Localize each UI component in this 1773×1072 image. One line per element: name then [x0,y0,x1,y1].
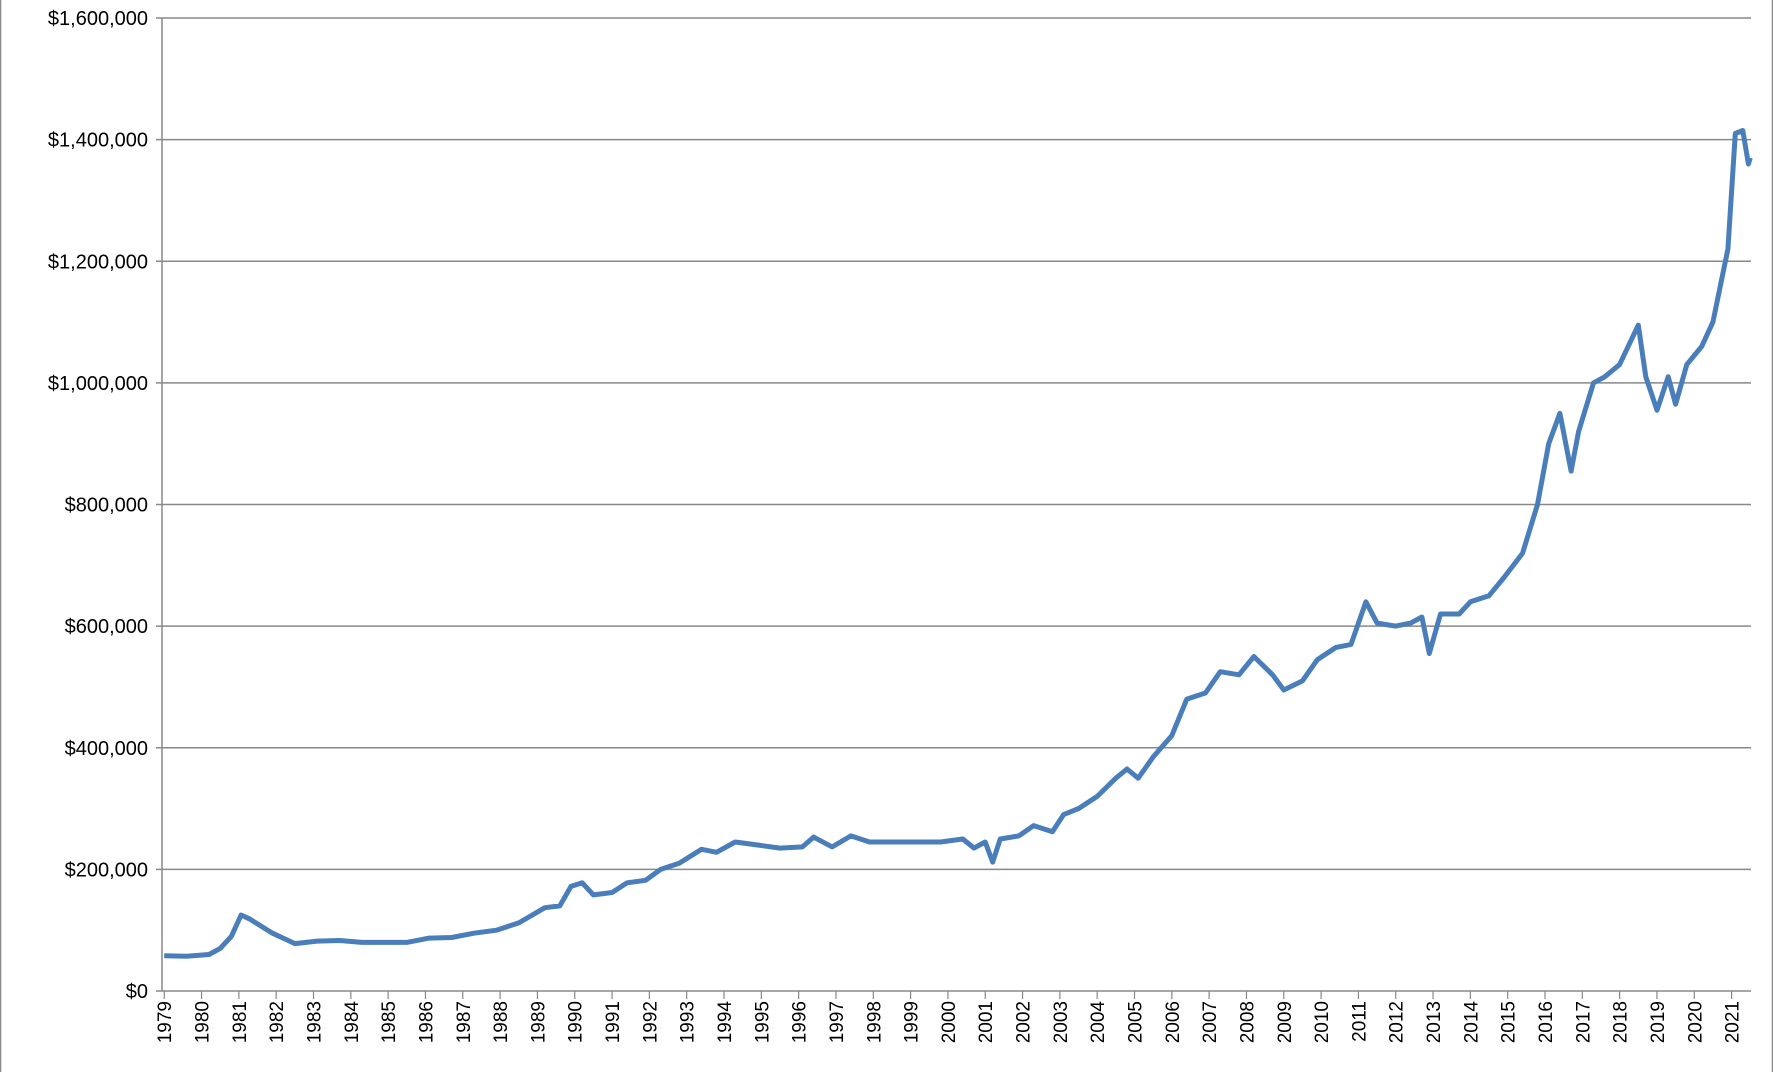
x-tick-label: 1999 [902,1001,923,1043]
y-tick-label: $1,000,000 [48,373,148,395]
x-tick-label: 1981 [230,1001,251,1043]
x-tick-label: 1997 [827,1001,848,1043]
x-tick-label: 2009 [1275,1001,1296,1043]
x-tick-label: 2002 [1014,1001,1035,1043]
y-tick-label: $1,600,000 [48,8,148,30]
line-series [164,128,1753,959]
x-tick-label: 2014 [1461,1001,1482,1044]
x-tick-label: 1988 [491,1001,512,1043]
x-tick-label: 2003 [1051,1001,1072,1043]
y-tick-label: $400,000 [65,738,148,760]
x-tick-label: 1984 [342,1001,363,1044]
x-tick-label: 1993 [678,1001,699,1043]
x-tick-label: 2017 [1573,1001,1594,1043]
x-tick-label: 1991 [603,1001,624,1043]
x-tick-label: 2015 [1499,1001,1520,1043]
x-tick-label: 1992 [640,1001,661,1043]
x-tick-label: 2019 [1648,1001,1669,1043]
x-tick-label: 2013 [1424,1001,1445,1043]
x-tick-label: 1979 [155,1001,176,1043]
x-tick-label: 1982 [267,1001,288,1043]
x-tick-label: 2012 [1387,1001,1408,1043]
y-tick-label: $0 [126,981,148,1003]
x-tick-label: 2005 [1126,1001,1147,1043]
x-tick-label: 1998 [864,1001,885,1043]
x-tick-label: 2016 [1536,1001,1557,1043]
x-tick-label: 2020 [1685,1001,1706,1043]
x-tick-label: 1983 [305,1001,326,1043]
x-tick-label: 2021 [1723,1001,1744,1043]
x-tick-label: 2006 [1163,1001,1184,1043]
x-tick-label: 1995 [752,1001,773,1043]
x-tick-label: 1994 [715,1001,736,1044]
x-tick-label: 2008 [1237,1001,1258,1043]
x-tick-label: 1986 [416,1001,437,1043]
x-tick-label: 1985 [379,1001,400,1043]
y-tick-label: $200,000 [65,859,148,881]
y-tick-label: $1,400,000 [48,130,148,152]
x-tick-label: 2011 [1349,1001,1370,1042]
x-tick-label: 1989 [528,1001,549,1043]
x-tick-label: 2018 [1611,1001,1632,1043]
x-tick-label: 1996 [790,1001,811,1043]
y-tick-label: $600,000 [65,616,148,638]
x-tick-label: 2004 [1088,1001,1109,1044]
x-tick-label: 1980 [193,1001,214,1043]
x-tick-label: 2010 [1312,1001,1333,1043]
x-tick-label: 2007 [1200,1001,1221,1043]
x-tick-label: 1990 [566,1001,587,1043]
x-tick-label: 1987 [454,1001,475,1043]
x-tick-label: 2001 [976,1001,997,1043]
y-tick-label: $800,000 [65,495,148,517]
y-tick-label: $1,200,000 [48,251,148,273]
x-tick-label: 2000 [939,1001,960,1043]
